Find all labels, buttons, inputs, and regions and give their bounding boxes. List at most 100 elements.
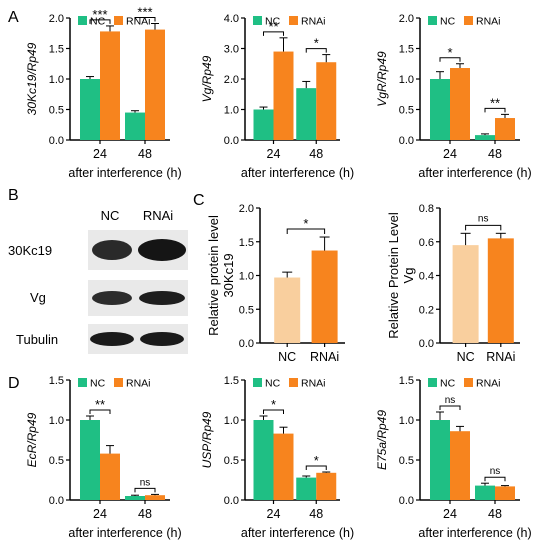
chart-ecr: 0.0 0.5 1.0 1.5 24 ** 48 ns EcR/Rp49 after interf… xyxy=(25,375,182,540)
chart-30kc19: 0.0 0.5 1.0 1.5 2.0 24 *** 48 *** 30Kc19/Rp49 afte… xyxy=(25,4,182,180)
y-tick-label: 0.0 xyxy=(224,135,239,147)
y-tick-label: 1.0 xyxy=(239,271,254,283)
blot-band-30kc19-rnai xyxy=(138,239,186,261)
blot-band-vg-rnai xyxy=(139,291,185,305)
bar-rnai-48 xyxy=(495,118,515,140)
y-tick-label: 0.8 xyxy=(419,203,434,215)
y-axis-label: Relative protein level xyxy=(206,215,221,336)
significance-label: ** xyxy=(95,397,105,412)
significance-label: *** xyxy=(137,4,152,19)
significance-bracket xyxy=(484,107,506,113)
legend-label-nc: NC xyxy=(440,378,456,390)
x-tick-label: 48 xyxy=(309,507,323,521)
panel-letter-a: A xyxy=(8,9,19,26)
x-axis-label: after interference (h) xyxy=(68,526,181,540)
significance-bracket xyxy=(439,405,461,410)
bar-nc xyxy=(452,245,479,343)
y-tick-label: 4.0 xyxy=(224,13,239,25)
chart-protein-30kc19: 0.0 0.5 1.0 1.5 2.0 NC RNAi * Relative protein l… xyxy=(206,203,345,364)
legend-swatch-nc xyxy=(428,378,437,387)
x-tick-label: NC xyxy=(457,350,475,364)
legend-swatch-nc xyxy=(78,378,87,387)
panel-letter-d: D xyxy=(8,375,20,392)
y-axis-label: EcR/Rp49 xyxy=(25,412,39,467)
bar-rnai xyxy=(487,238,514,343)
significance-bracket xyxy=(286,228,326,235)
bar-nc-24 xyxy=(80,420,100,500)
legend-swatch-rnai xyxy=(464,378,473,387)
y-tick-label: 1.5 xyxy=(224,375,239,387)
x-tick-label: 48 xyxy=(488,507,502,521)
y-tick-label: 0.2 xyxy=(419,304,434,316)
x-tick-label: 24 xyxy=(93,507,107,521)
y-tick-label: 1.0 xyxy=(224,415,239,427)
x-tick-label: 48 xyxy=(138,507,152,521)
panel-letter-b: B xyxy=(8,187,19,204)
legend-swatch-nc xyxy=(253,16,262,25)
significance-bracket xyxy=(263,409,284,414)
legend-label-nc: NC xyxy=(90,378,106,390)
y-tick-label: 1.0 xyxy=(399,415,414,427)
significance-label: * xyxy=(303,216,308,231)
significance-label: *** xyxy=(92,7,107,22)
y-tick-label: 0.5 xyxy=(49,455,64,467)
legend-label-nc: NC xyxy=(440,16,456,28)
legend-label-rnai: RNAi xyxy=(126,378,151,390)
significance-bracket xyxy=(305,465,327,470)
significance-label: ** xyxy=(268,19,278,34)
significance-label: * xyxy=(271,397,276,412)
legend-label-rnai: RNAi xyxy=(301,378,326,390)
significance-bracket xyxy=(134,487,156,493)
bar-rnai-48 xyxy=(145,495,165,500)
y-tick-label: 1.5 xyxy=(399,44,414,56)
significance-bracket xyxy=(134,16,156,22)
bar-nc-24 xyxy=(430,79,450,140)
bar-nc-24 xyxy=(80,79,100,140)
x-axis-label: after interference (h) xyxy=(418,166,531,180)
bar-rnai-48 xyxy=(145,29,165,141)
legend-label-rnai: RNAi xyxy=(476,378,501,390)
y-tick-label: 2.0 xyxy=(49,13,64,25)
x-axis-label: after interference (h) xyxy=(241,526,354,540)
y-axis-label: E75a/Rp49 xyxy=(375,410,389,470)
significance-label: ns xyxy=(478,213,489,224)
blot-band-tubulin-rnai xyxy=(140,332,184,346)
y-tick-label: 1.0 xyxy=(49,74,64,86)
bar-nc-48 xyxy=(296,477,317,500)
significance-bracket xyxy=(89,409,111,414)
significance-bracket xyxy=(263,31,284,36)
y-tick-label: 0.0 xyxy=(49,135,64,147)
x-axis-label: after interference (h) xyxy=(68,166,181,180)
bar-nc-24 xyxy=(253,420,274,500)
bar-nc-48 xyxy=(475,485,495,500)
bar-rnai-48 xyxy=(495,486,515,500)
bar-nc-24 xyxy=(430,420,450,500)
legend-swatch-rnai xyxy=(289,378,298,387)
significance-bracket xyxy=(465,224,502,231)
legend-swatch-rnai xyxy=(114,378,123,387)
y-tick-label: 1.0 xyxy=(49,415,64,427)
western-blot: NC RNAi 30Kc19 Vg Tubulin xyxy=(8,208,188,354)
bar-rnai-24 xyxy=(273,433,294,500)
legend-label-nc: NC xyxy=(265,16,281,28)
significance-label: ns xyxy=(140,477,151,488)
y-axis-label: USP/Rp49 xyxy=(200,411,214,468)
x-tick-label: 24 xyxy=(93,147,107,161)
bar-rnai-48 xyxy=(316,62,337,140)
bar-nc xyxy=(274,277,301,343)
bar-rnai-24 xyxy=(100,31,120,141)
y-tick-label: 0.0 xyxy=(419,338,434,350)
y-axis-label: Relative Protein Level xyxy=(386,212,401,339)
blot-col-rnai: RNAi xyxy=(143,208,173,223)
legend-label-nc: NC xyxy=(265,378,281,390)
x-tick-label: 48 xyxy=(488,147,502,161)
bar-rnai-24 xyxy=(100,453,120,500)
y-tick-label: 1.5 xyxy=(399,375,414,387)
y-tick-label: 0.5 xyxy=(399,455,414,467)
y-tick-label: 0.0 xyxy=(399,495,414,507)
x-tick-label: 24 xyxy=(267,507,281,521)
y-tick-label: 0.0 xyxy=(224,495,239,507)
legend-label-nc: NC xyxy=(90,16,106,28)
bar-nc-24 xyxy=(253,109,274,140)
